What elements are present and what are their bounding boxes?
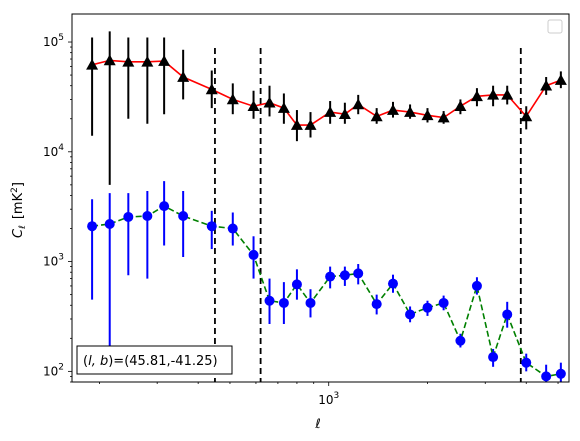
series-line (92, 205, 562, 378)
data-point-circle (87, 221, 98, 232)
data-point-circle (555, 368, 566, 379)
tick-exponent: 2 (58, 362, 64, 372)
y-tick-label: 102 (43, 362, 64, 378)
data-point-triangle (141, 55, 154, 67)
legend-box (547, 19, 563, 34)
series-line (91, 59, 562, 126)
data-point-triangle (304, 119, 317, 130)
annotation-open-paren: ( (83, 354, 88, 369)
data-point-circle (206, 221, 217, 232)
annotation-coords: (45.81,-41.25) (124, 354, 217, 369)
data-point-circle (488, 352, 499, 363)
data-point-circle (502, 309, 513, 320)
data-point-triangle (86, 58, 99, 70)
data-point-circle (455, 335, 466, 346)
data-point-triangle (520, 110, 533, 122)
data-point-triangle (290, 119, 303, 130)
data-point-circle (123, 211, 134, 222)
data-point-circle (422, 302, 433, 313)
data-point-circle (305, 297, 316, 308)
data-point-circle (264, 295, 275, 306)
data-point-circle (371, 299, 382, 310)
y-axis-unit: [mK (11, 192, 26, 219)
coordinate-annotation: (l, b)=(45.81,-41.25) (76, 345, 233, 375)
y-axis-unit-exponent: 2 (10, 187, 20, 193)
tick-exponent: 4 (58, 143, 64, 153)
data-point-circle (248, 249, 259, 260)
data-point-triangle (487, 88, 500, 100)
data-point-triangle (103, 54, 116, 66)
data-point-circle (521, 357, 532, 368)
data-point-triangle (277, 102, 290, 113)
y-axis-subscript: ℓ (18, 225, 28, 230)
series-layer (86, 31, 567, 382)
data-point-triangle (158, 55, 171, 66)
x-tick-label: 103 (318, 391, 339, 407)
data-point-circle (387, 278, 398, 289)
vertical-lines-layer (214, 48, 522, 382)
tick-base: 10 (43, 145, 58, 159)
data-point-triangle (247, 100, 260, 112)
tick-exponent: 3 (333, 391, 339, 401)
y-tick-label: 105 (43, 33, 64, 49)
data-point-triangle (205, 83, 218, 95)
data-point-circle (178, 211, 189, 222)
data-point-triangle (226, 93, 239, 105)
annotation-vars: l, b (88, 354, 108, 369)
data-point-triangle (263, 96, 276, 108)
annotation-text: (l, b)=(45.81,-41.25) (83, 354, 218, 369)
series-group (86, 31, 567, 185)
data-point-triangle (470, 90, 483, 102)
x-axis-label: ℓ (314, 417, 320, 432)
data-point-triangle (177, 71, 190, 82)
data-point-triangle (540, 79, 553, 91)
data-point-circle (339, 270, 350, 281)
y-axis-symbol: C (11, 228, 26, 238)
data-point-circle (159, 201, 170, 212)
data-point-triangle (454, 100, 467, 112)
data-point-triangle (501, 88, 514, 100)
data-point-circle (278, 297, 289, 308)
data-point-triangle (554, 74, 567, 85)
data-point-circle (471, 280, 482, 291)
data-point-circle (142, 211, 153, 222)
tick-exponent: 5 (58, 33, 64, 43)
data-point-circle (291, 279, 302, 290)
y-axis-unit-close: ] (11, 182, 26, 187)
tick-base: 10 (43, 35, 58, 49)
data-point-circle (541, 371, 552, 382)
data-point-circle (325, 271, 336, 282)
data-point-circle (405, 309, 416, 320)
plot-frame (71, 13, 570, 383)
tick-base: 10 (318, 393, 333, 407)
y-axis-label: Cℓ [mK2] (10, 182, 28, 238)
data-point-triangle (122, 55, 135, 67)
data-point-triangle (404, 106, 417, 117)
y-tick-label: 104 (43, 143, 64, 159)
data-point-triangle (421, 109, 434, 121)
data-point-circle (104, 218, 115, 229)
y-tick-label: 103 (43, 253, 64, 269)
data-point-circle (353, 268, 364, 279)
data-point-triangle (386, 104, 399, 115)
data-point-triangle (370, 110, 383, 122)
annotation-box (76, 345, 233, 375)
tick-base: 10 (43, 364, 58, 378)
tick-exponent: 3 (58, 253, 64, 263)
data-point-triangle (324, 106, 337, 117)
data-point-circle (438, 297, 449, 308)
tick-base: 10 (43, 255, 58, 269)
data-point-triangle (338, 108, 351, 120)
data-point-circle (227, 223, 238, 234)
data-point-triangle (352, 98, 365, 110)
data-point-triangle (437, 111, 450, 123)
series-group (87, 181, 566, 382)
annotation-equals: )= (108, 354, 124, 369)
